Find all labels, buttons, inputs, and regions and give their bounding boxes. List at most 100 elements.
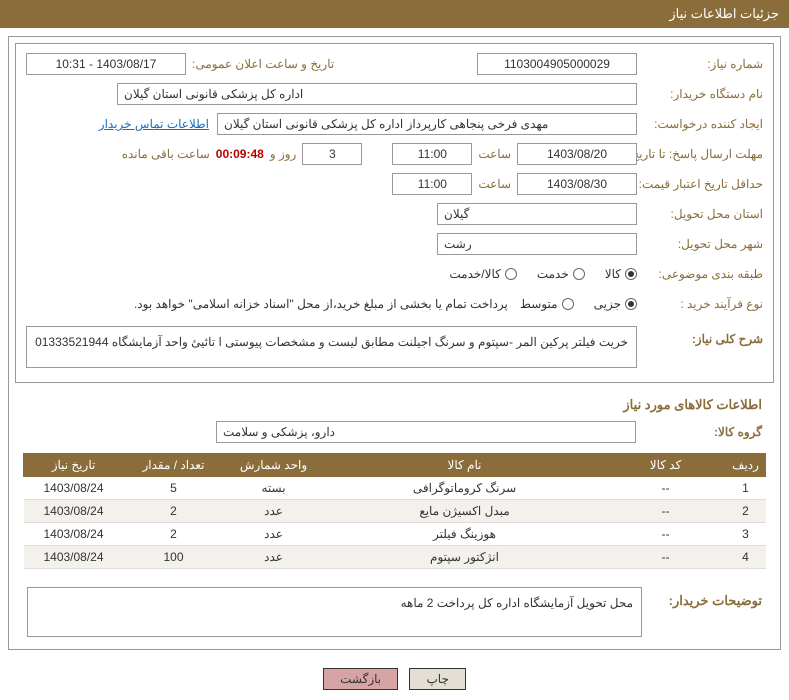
- row-category: طبقه بندی موضوعی: کالا خدمت کالا/خدمت: [26, 262, 763, 286]
- row-need-number: شماره نیاز: 1103004905000029 تاریخ و ساع…: [26, 52, 763, 76]
- cell-row: 4: [726, 546, 766, 569]
- table-header-row: ردیف کد کالا نام کالا واحد شمارش تعداد /…: [24, 454, 766, 477]
- buyer-notes-label: توضیحات خریدار:: [642, 587, 762, 609]
- radio-service-label: خدمت: [537, 267, 569, 281]
- goods-section-title: اطلاعات کالاهای مورد نیاز: [9, 389, 780, 417]
- buyer-value: اداره کل پزشکی قانونی استان گیلان: [117, 83, 637, 105]
- table-row: 3--هوزینگ فیلترعدد21403/08/24: [24, 523, 766, 546]
- cell-code: --: [606, 523, 726, 546]
- cell-name: هوزینگ فیلتر: [324, 523, 606, 546]
- time-label-2: ساعت: [478, 177, 511, 191]
- requester-label: ایجاد کننده درخواست:: [643, 117, 763, 131]
- radio-small-icon: [625, 298, 637, 310]
- city-value: رشت: [437, 233, 637, 255]
- th-row: ردیف: [726, 454, 766, 477]
- cell-code: --: [606, 477, 726, 500]
- cell-date: 1403/08/24: [24, 477, 124, 500]
- goods-table: ردیف کد کالا نام کالا واحد شمارش تعداد /…: [23, 453, 766, 569]
- radio-small[interactable]: جزیی: [594, 297, 637, 311]
- main-panel: شماره نیاز: 1103004905000029 تاریخ و ساع…: [8, 36, 781, 650]
- details-panel: شماره نیاز: 1103004905000029 تاریخ و ساع…: [15, 43, 774, 383]
- radio-small-label: جزیی: [594, 297, 621, 311]
- buyer-notes-value: محل تحویل آزمایشگاه اداره کل پرداخت 2 ما…: [27, 587, 642, 637]
- cell-row: 1: [726, 477, 766, 500]
- buyer-label: نام دستگاه خریدار:: [643, 87, 763, 101]
- deadline-label: مهلت ارسال پاسخ: تا تاریخ:: [643, 147, 763, 161]
- table-row: 4--انژکتور سپتومعدد1001403/08/24: [24, 546, 766, 569]
- th-name: نام کالا: [324, 454, 606, 477]
- province-value: گیلان: [437, 203, 637, 225]
- cell-qty: 2: [124, 500, 224, 523]
- cell-date: 1403/08/24: [24, 546, 124, 569]
- cell-code: --: [606, 500, 726, 523]
- cell-name: مبدل اکسیژن مایع: [324, 500, 606, 523]
- province-label: استان محل تحویل:: [643, 207, 763, 221]
- th-date: تاریخ نیاز: [24, 454, 124, 477]
- row-overall-desc: شرح کلی نیاز: خریت فیلتر پرکین المر -سپت…: [26, 326, 763, 368]
- radio-both-label: کالا/خدمت: [449, 267, 500, 281]
- radio-service[interactable]: خدمت: [537, 267, 585, 281]
- row-group: گروه کالا: دارو، پزشکی و سلامت: [9, 417, 780, 453]
- radio-goods[interactable]: کالا: [605, 267, 637, 281]
- countdown-timer: 00:09:48: [216, 147, 264, 161]
- contact-link[interactable]: اطلاعات تماس خریدار: [99, 117, 209, 131]
- cell-date: 1403/08/24: [24, 500, 124, 523]
- city-label: شهر محل تحویل:: [643, 237, 763, 251]
- overall-label: شرح کلی نیاز:: [643, 326, 763, 346]
- validity-date: 1403/08/30: [517, 173, 637, 195]
- table-row: 1--سرنگ کروماتوگرافیبسته51403/08/24: [24, 477, 766, 500]
- row-deadline: مهلت ارسال پاسخ: تا تاریخ: 1403/08/20 سا…: [26, 142, 763, 166]
- days-remaining: 3: [302, 143, 362, 165]
- process-note: پرداخت تمام یا بخشی از مبلغ خرید،از محل …: [134, 297, 508, 311]
- radio-medium-icon: [562, 298, 574, 310]
- cell-name: سرنگ کروماتوگرافی: [324, 477, 606, 500]
- overall-value: خریت فیلتر پرکین المر -سپتوم و سرنگ اجیل…: [26, 326, 637, 368]
- validity-time: 11:00: [392, 173, 472, 195]
- radio-medium-label: متوسط: [520, 297, 558, 311]
- group-value: دارو، پزشکی و سلامت: [216, 421, 636, 443]
- table-row: 2--مبدل اکسیژن مایععدد21403/08/24: [24, 500, 766, 523]
- cell-unit: عدد: [224, 500, 324, 523]
- deadline-date: 1403/08/20: [517, 143, 637, 165]
- category-radio-group: کالا خدمت کالا/خدمت: [449, 267, 637, 281]
- cell-row: 2: [726, 500, 766, 523]
- row-buyer-notes: توضیحات خریدار: محل تحویل آزمایشگاه ادار…: [9, 579, 780, 649]
- row-process: نوع فرآیند خرید : جزیی متوسط پرداخت تمام…: [26, 292, 763, 316]
- cell-name: انژکتور سپتوم: [324, 546, 606, 569]
- goods-table-wrap: ردیف کد کالا نام کالا واحد شمارش تعداد /…: [9, 453, 780, 579]
- page-title: جزئیات اطلاعات نیاز: [669, 6, 779, 21]
- radio-both[interactable]: کالا/خدمت: [449, 267, 516, 281]
- requester-value: مهدی فرخی پنجاهی کارپرداز اداره کل پزشکی…: [217, 113, 637, 135]
- announce-value: 1403/08/17 - 10:31: [26, 53, 186, 75]
- group-label: گروه کالا:: [642, 425, 762, 439]
- validity-label: حداقل تاریخ اعتبار قیمت: تا تاریخ:: [643, 177, 763, 191]
- radio-both-icon: [505, 268, 517, 280]
- back-button[interactable]: بازگشت: [323, 668, 398, 690]
- th-qty: تعداد / مقدار: [124, 454, 224, 477]
- radio-goods-label: کالا: [605, 267, 621, 281]
- remaining-label: ساعت باقی مانده: [122, 147, 210, 161]
- days-and-label: روز و: [270, 147, 297, 161]
- need-number-label: شماره نیاز:: [643, 57, 763, 71]
- row-requester: ایجاد کننده درخواست: مهدی فرخی پنجاهی کا…: [26, 112, 763, 136]
- cell-date: 1403/08/24: [24, 523, 124, 546]
- time-label-1: ساعت: [478, 147, 511, 161]
- need-number-value: 1103004905000029: [477, 53, 637, 75]
- th-code: کد کالا: [606, 454, 726, 477]
- cell-code: --: [606, 546, 726, 569]
- print-button[interactable]: چاپ: [409, 668, 465, 690]
- cell-unit: عدد: [224, 523, 324, 546]
- cell-row: 3: [726, 523, 766, 546]
- radio-service-icon: [573, 268, 585, 280]
- cell-qty: 100: [124, 546, 224, 569]
- category-label: طبقه بندی موضوعی:: [643, 267, 763, 281]
- action-buttons: چاپ بازگشت: [0, 658, 789, 700]
- row-province: استان محل تحویل: گیلان: [26, 202, 763, 226]
- page-header: جزئیات اطلاعات نیاز: [0, 0, 789, 28]
- cell-qty: 5: [124, 477, 224, 500]
- cell-unit: عدد: [224, 546, 324, 569]
- radio-medium[interactable]: متوسط: [520, 297, 574, 311]
- row-city: شهر محل تحویل: رشت: [26, 232, 763, 256]
- row-validity: حداقل تاریخ اعتبار قیمت: تا تاریخ: 1403/…: [26, 172, 763, 196]
- process-radio-group: جزیی متوسط: [520, 297, 637, 311]
